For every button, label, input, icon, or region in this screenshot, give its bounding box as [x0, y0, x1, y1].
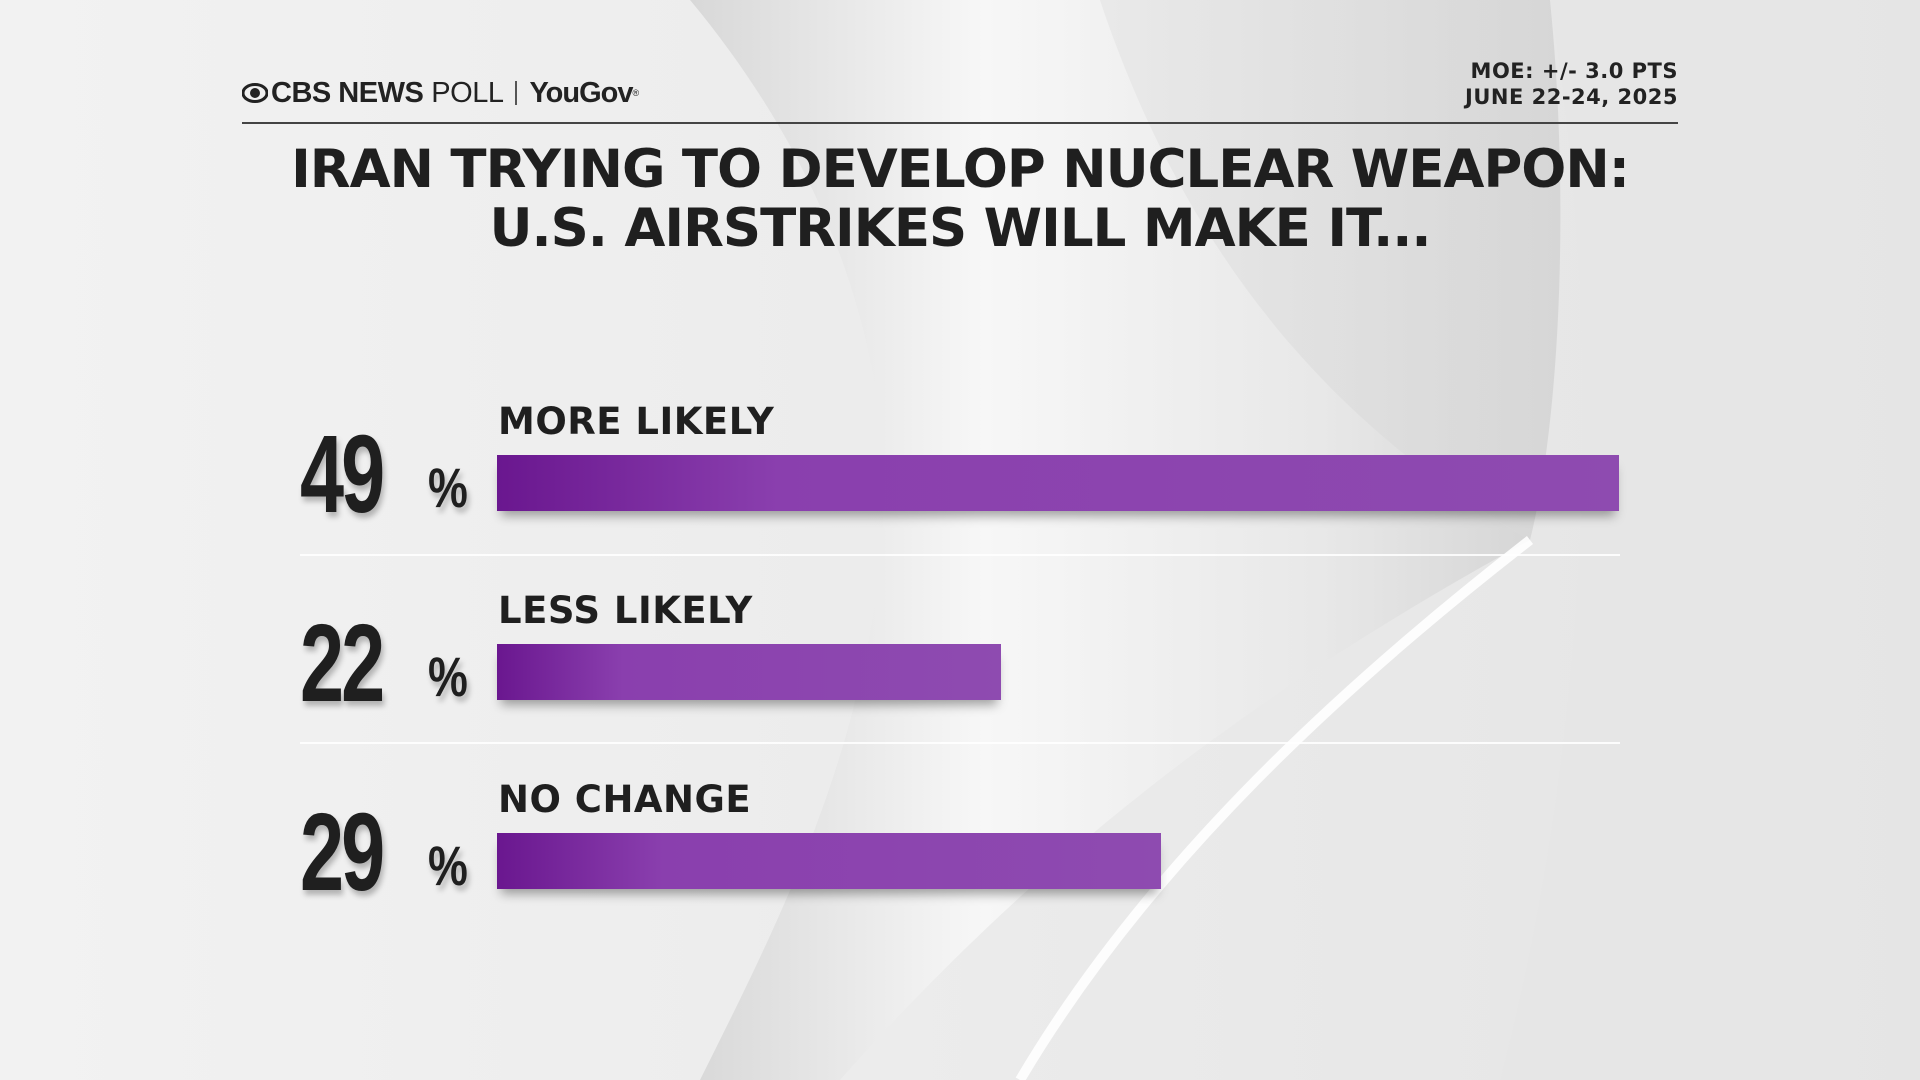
poll-meta: MOE: +/- 3.0 PTS JUNE 22-24, 2025 [1465, 58, 1678, 110]
row-divider-1 [300, 554, 1620, 556]
brand-yougov: YouGov [529, 76, 633, 109]
row-divider-2 [300, 742, 1620, 744]
value-label-no-change: 29% [300, 798, 480, 908]
category-label-less-likely: LESS LIKELY [498, 589, 753, 632]
chart-title: IRAN TRYING TO DEVELOP NUCLEAR WEAPON: U… [150, 140, 1770, 258]
percent-sign-less-likely: % [428, 645, 468, 708]
category-label-no-change: NO CHANGE [498, 778, 752, 821]
value-number-more-likely: 49 [300, 413, 385, 536]
value-number-less-likely: 22 [300, 602, 385, 725]
percent-sign-more-likely: % [428, 456, 468, 519]
registered-mark: ® [632, 88, 640, 98]
value-label-more-likely: 49% [300, 420, 480, 530]
bar-no-change [497, 833, 1161, 889]
brand-bar: CBS NEWS POLL YouGov ® [242, 76, 639, 110]
category-label-more-likely: MORE LIKELY [498, 400, 775, 443]
value-number-no-change: 29 [300, 791, 385, 914]
percent-sign-no-change: % [428, 834, 468, 897]
bar-row-less-likely: 22% LESS LIKELY [300, 589, 1620, 719]
bar-less-likely [497, 644, 1001, 700]
header-rule [242, 122, 1678, 124]
chart-title-line-2: U.S. AIRSTRIKES WILL MAKE IT... [489, 198, 1431, 259]
brand-divider [515, 81, 518, 105]
value-label-less-likely: 22% [300, 609, 480, 719]
cbs-eye-icon [242, 83, 268, 103]
margin-of-error: MOE: +/- 3.0 PTS [1470, 59, 1678, 83]
bar-row-no-change: 29% NO CHANGE [300, 778, 1620, 908]
bar-more-likely [497, 455, 1619, 511]
bar-row-more-likely: 49% MORE LIKELY [300, 400, 1620, 530]
brand-poll: POLL [431, 76, 504, 109]
chart-title-line-1: IRAN TRYING TO DEVELOP NUCLEAR WEAPON: [291, 139, 1630, 200]
poll-dates: JUNE 22-24, 2025 [1465, 85, 1678, 109]
brand-cbs-news: CBS NEWS [271, 76, 424, 109]
